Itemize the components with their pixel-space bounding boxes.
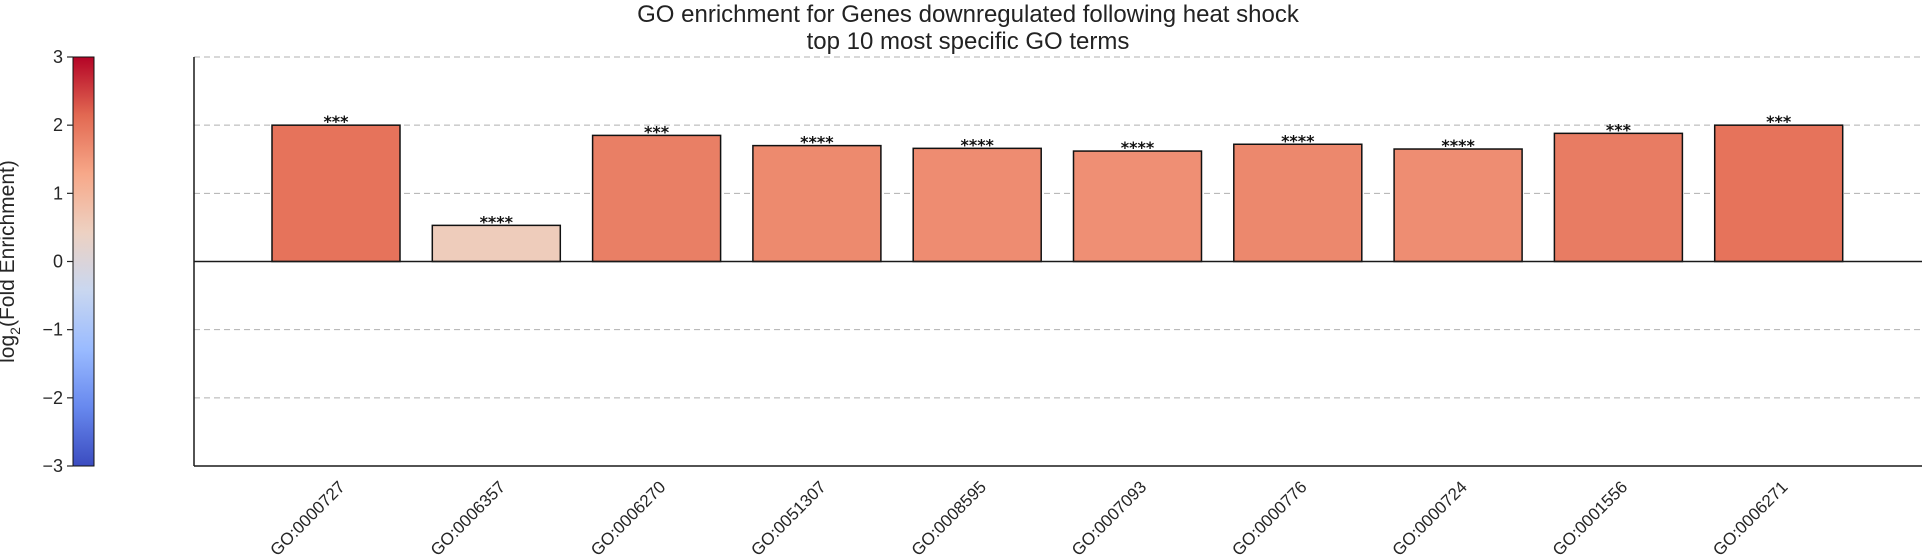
colorbar-tick-label: 1	[53, 183, 63, 203]
x-tick-label: GO:0006357	[427, 477, 509, 559]
bar-GO-0006270	[591, 134, 722, 263]
title-line-2: top 10 most specific GO terms	[807, 28, 1130, 55]
bar-GO-0000724	[1393, 148, 1523, 263]
significance-label: ***	[644, 122, 670, 141]
colorbar: 3 2 1 0 −1 −2 −3 log2(Fold Enrichment)	[0, 47, 95, 476]
bar-GO-0007093	[1072, 150, 1203, 263]
x-tick-label: GO:0006271	[1709, 477, 1791, 559]
colorbar-label: log2(Fold Enrichment)	[0, 160, 23, 363]
bar-GO-0006271	[1713, 124, 1844, 263]
significance-label: ****	[1441, 136, 1475, 155]
x-tick-label: GO:0007093	[1068, 477, 1150, 559]
x-tick-label: GO:0006270	[587, 477, 669, 559]
colorbar-tick-label: −3	[42, 456, 63, 476]
bar-GO-0001556	[1553, 132, 1684, 263]
colorbar-tick-label: 3	[53, 47, 63, 67]
significance-label: ****	[1281, 131, 1315, 150]
significance-label: ****	[1121, 138, 1155, 157]
significance-label: ***	[323, 112, 349, 131]
x-tick-label: GO:0008595	[908, 477, 990, 559]
colorbar-gradient	[72, 56, 95, 467]
bar-GO-0000727	[271, 124, 401, 263]
significance-label: ***	[1766, 112, 1792, 131]
x-tick-label: GO:0001556	[1549, 477, 1631, 559]
title-line-1: GO enrichment for Genes downregulated fo…	[637, 1, 1300, 28]
bar-GO-0008595	[912, 147, 1042, 263]
significance-label: ****	[960, 135, 994, 154]
x-tick-label: GO:0000776	[1228, 477, 1310, 559]
x-tick-label: GO:0000724	[1389, 477, 1471, 559]
plot-area: *** GO:0000727 **** GO:0006357 *** GO:0006270…	[193, 56, 1922, 560]
chart-title: GO enrichment for Genes downregulated fo…	[637, 1, 1300, 55]
significance-label: ****	[480, 212, 514, 231]
x-tick-label: GO:0051307	[747, 477, 829, 559]
significance-label: ****	[800, 133, 834, 152]
colorbar-tick-label: 0	[53, 252, 63, 272]
bar-GO-0000776	[1233, 143, 1363, 263]
significance-label: ***	[1606, 120, 1632, 139]
x-tick-label: GO:0000727	[267, 477, 349, 559]
colorbar-tick-label: −1	[42, 320, 63, 340]
colorbar-tick-label: 2	[53, 115, 63, 135]
bar-GO-0051307	[752, 144, 882, 263]
colorbar-tick-label: −2	[42, 388, 63, 408]
